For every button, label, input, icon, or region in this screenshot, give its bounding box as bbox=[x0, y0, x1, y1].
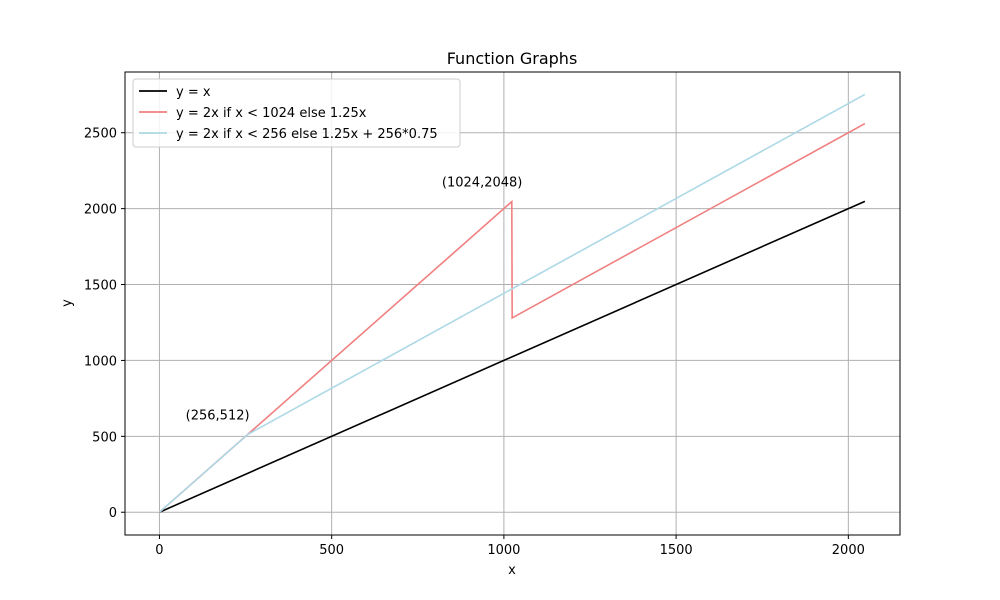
legend-label-2: y = 2x if x < 1024 else 1.25x bbox=[176, 106, 367, 121]
y-tick-label: 2500 bbox=[84, 127, 117, 142]
legend-label-1: y = x bbox=[176, 85, 211, 100]
annotations: (256,512) (1024,2048) bbox=[186, 175, 523, 423]
x-tick-label: 0 bbox=[155, 543, 163, 558]
legend-label-3: y = 2x if x < 256 else 1.25x + 256*0.75 bbox=[176, 127, 438, 142]
legend-box bbox=[132, 78, 461, 148]
chart-title: Function Graphs bbox=[447, 49, 578, 68]
series-line-3 bbox=[158, 93, 866, 513]
y-axis-label: y bbox=[60, 299, 75, 307]
legend: y = x y = 2x if x < 1024 else 1.25x y = 2x… bbox=[132, 78, 461, 148]
x-axis-label: x bbox=[508, 563, 516, 578]
x-tick-label: 1500 bbox=[660, 543, 693, 558]
annotation-2: (1024,2048) bbox=[442, 175, 522, 190]
series-layer bbox=[158, 93, 866, 513]
x-tick-label: 1000 bbox=[487, 543, 520, 558]
y-tick-label: 2000 bbox=[84, 203, 117, 218]
x-tick-label: 2000 bbox=[832, 543, 865, 558]
annotation-1: (256,512) bbox=[186, 409, 250, 424]
plot-frame bbox=[124, 71, 901, 536]
y-tick-label: 500 bbox=[92, 430, 117, 445]
y-tick-label: 0 bbox=[109, 506, 117, 521]
series-line-2 bbox=[158, 122, 866, 513]
ticks: 0 500 1000 1500 2000 0 500 1000 1500 2000 2500 bbox=[84, 127, 865, 558]
x-tick-label: 500 bbox=[319, 543, 344, 558]
series-line-1 bbox=[159, 200, 866, 513]
y-tick-label: 1000 bbox=[84, 354, 117, 369]
y-tick-label: 1500 bbox=[84, 279, 117, 294]
